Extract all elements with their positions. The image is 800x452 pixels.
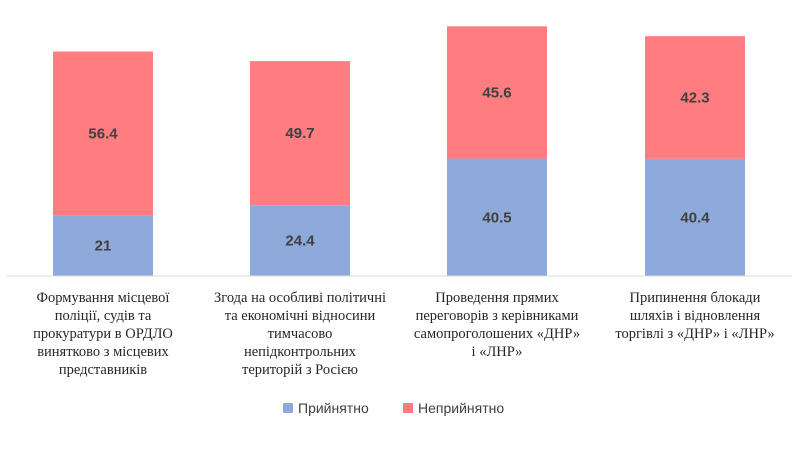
- data-label-acceptable-2: 24.4: [285, 233, 315, 250]
- value-labels-layer: 21 56.4 24.4 49.7 40.5 45.6 40.4 42.3: [88, 84, 710, 254]
- data-label-acceptable-4: 40.4: [680, 209, 710, 226]
- category-label-2-line-2: та економічні відносини: [225, 308, 376, 324]
- legend: Прийнятно Неприйнятно: [283, 400, 504, 416]
- bar-unacceptable-1: [53, 51, 153, 216]
- category-label-3-line-2: переговорів з керівниками: [416, 308, 579, 324]
- bar-unacceptable-2: [250, 61, 350, 206]
- category-label-2-line-4: непідконтрольних: [244, 344, 357, 360]
- category-labels-layer: Формування місцевої поліції, судів та прок…: [33, 290, 775, 378]
- category-label-1-line-5: представників: [59, 362, 147, 378]
- category-label-1-line-1: Формування місцевої: [37, 290, 170, 306]
- legend-swatch-acceptable: [283, 403, 293, 413]
- bar-unacceptable-4: [645, 36, 745, 159]
- category-label-4-line-1: Припинення блокади: [630, 290, 761, 306]
- bars-layer: [53, 26, 745, 276]
- data-label-unacceptable-3: 45.6: [482, 84, 511, 101]
- category-label-3-line-1: Проведення прямих: [435, 290, 559, 306]
- category-label-4-line-3: торгівлі з «ДНР» і «ЛНР»: [615, 326, 774, 342]
- data-label-acceptable-1: 21: [95, 238, 112, 255]
- data-label-unacceptable-1: 56.4: [88, 125, 118, 142]
- category-label-1-line-4: винятково з місцевих: [37, 344, 169, 360]
- bar-acceptable-2: [250, 205, 350, 276]
- category-label-2-line-1: Згода на особливі політичні: [214, 290, 386, 306]
- bar-acceptable-1: [53, 215, 153, 276]
- category-label-3-line-3: самопроголошених «ДНР»: [414, 326, 580, 342]
- legend-swatch-unacceptable: [403, 403, 413, 413]
- bar-unacceptable-3: [447, 26, 547, 159]
- category-label-1-line-2: поліції, судів та: [55, 308, 152, 324]
- bar-acceptable-3: [447, 158, 547, 276]
- data-label-unacceptable-2: 49.7: [285, 125, 314, 142]
- category-label-3-line-4: і «ЛНР»: [472, 344, 523, 360]
- data-label-unacceptable-4: 42.3: [680, 90, 709, 107]
- category-label-2-line-5: територій з Росією: [242, 362, 358, 378]
- legend-label-acceptable: Прийнятно: [298, 400, 369, 416]
- bar-acceptable-4: [645, 158, 745, 276]
- category-label-2-line-3: тимчасово: [268, 326, 333, 342]
- category-label-4-line-2: шляхів і відновлення: [630, 308, 761, 324]
- legend-label-unacceptable: Неприйнятно: [418, 400, 504, 416]
- category-label-1-line-3: прокуратури в ОРДЛО: [33, 326, 173, 342]
- data-label-acceptable-3: 40.5: [482, 209, 511, 226]
